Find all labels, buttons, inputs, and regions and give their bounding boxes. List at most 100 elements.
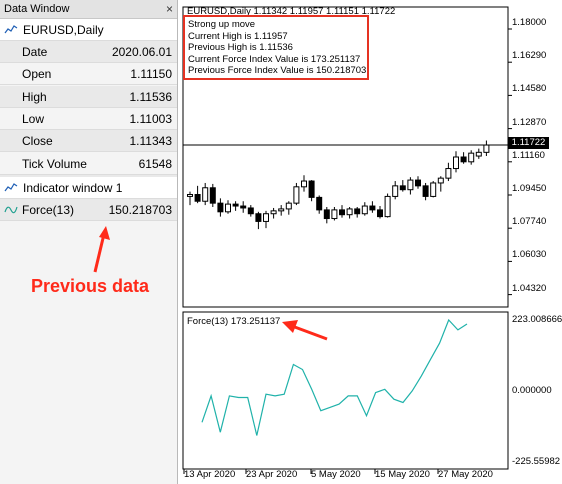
candle-bear [323, 209, 330, 220]
candle-bear [460, 156, 467, 163]
candle-bear [232, 203, 239, 207]
candle-bull [430, 182, 437, 197]
price-axis-label: 1.04320 [512, 282, 547, 294]
force-index-icon [4, 206, 18, 214]
price-axis-label: 1.14580 [512, 83, 547, 95]
price-axis-label: 1.11160 [512, 149, 545, 161]
close-icon[interactable]: × [165, 2, 173, 16]
candle-bull [263, 213, 269, 222]
price-axis-label: 1.06030 [512, 249, 547, 261]
data-row-close[interactable]: Close 1.11343 [0, 130, 177, 153]
current-price-tag: 1.11722 [508, 137, 549, 149]
comment-box: Strong up move Current High is 1.11957 P… [183, 15, 369, 80]
data-row-open[interactable]: Open 1.11150 [0, 63, 177, 86]
row-value: 1.11536 [129, 89, 173, 104]
annotation-arrow [93, 226, 110, 273]
row-value: 1.11343 [129, 134, 173, 149]
date-label: 5 May 2020 [311, 469, 361, 480]
row-value: 1.11150 [130, 67, 172, 82]
comment-line: Current High is 1.11957 [188, 30, 288, 42]
price-axis-label: 1.09450 [512, 183, 547, 194]
data-window: Data Window × EURUSD,Daily Date 2020.06.0… [0, 0, 178, 484]
candle-bear [209, 187, 216, 204]
symbol-header-row[interactable]: EURUSD,Daily [0, 19, 177, 41]
row-value: 61548 [138, 156, 172, 171]
indicator-value: 150.218703 [108, 203, 172, 217]
candle-bull [301, 180, 307, 188]
candle-bear [217, 202, 224, 213]
data-row-date[interactable]: Date 2020.06.01 [0, 41, 177, 63]
candle-bull [202, 187, 209, 202]
force-axis-min: -225.55982 [512, 456, 561, 467]
date-label: 27 May 2020 [438, 469, 493, 480]
candle-bear [399, 185, 406, 191]
candle-bull [270, 210, 277, 215]
data-row-tick-volume[interactable]: Tick Volume 61548 [0, 153, 177, 175]
candle-bull [392, 185, 399, 197]
candle-bear [354, 208, 361, 215]
indicator-value-row[interactable]: Force(13) 150.218703 [0, 199, 177, 221]
annotation-text: Previous data [31, 276, 150, 296]
candle-bull [437, 177, 444, 184]
row-value: 1.11003 [129, 111, 173, 126]
chart-line-icon [4, 25, 18, 34]
annotation-arrow-force [282, 320, 328, 341]
row-label: Date [22, 45, 48, 59]
row-label: Tick Volume [22, 156, 87, 171]
candle-bear [247, 207, 254, 215]
candle-bull [361, 205, 368, 215]
candle-bear [240, 205, 247, 209]
force-axis-zero: 0.000000 [512, 385, 552, 396]
data-row-high[interactable]: High 1.11536 [0, 85, 177, 108]
row-label: High [22, 89, 47, 104]
row-label: Open [22, 67, 52, 82]
row-label: Low [22, 111, 45, 126]
price-axis-label: 1.12870 [512, 116, 547, 128]
candle-bear [339, 209, 345, 216]
candle-bull [468, 152, 475, 163]
comment-line: Previous High is 1.11536 [188, 42, 293, 54]
date-axis-ticks [183, 469, 439, 474]
candle-bull [278, 208, 285, 212]
candle-bull [187, 194, 193, 197]
candle-bear [255, 213, 262, 222]
row-value: 2020.06.01 [111, 45, 172, 59]
candle-bear [415, 179, 421, 187]
candle-bear [369, 205, 376, 211]
force-index-line [201, 318, 468, 436]
data-row-low[interactable]: Low 1.11003 [0, 108, 177, 130]
force-index-label: Force(13) 173.251137 [187, 316, 281, 327]
candle-bull [293, 186, 300, 204]
candle-bull [225, 203, 231, 213]
price-axis-label: 1.16290 [512, 50, 547, 62]
candle-bull [475, 151, 482, 157]
candle-bear [422, 185, 429, 197]
candle-bull [346, 208, 353, 216]
candle-bull [453, 156, 459, 170]
candle-bull [445, 168, 452, 179]
candle-bear [194, 194, 201, 202]
price-axis-ticks [508, 28, 512, 296]
date-label: 23 Apr 2020 [246, 469, 298, 480]
indicator-header-row[interactable]: Indicator window 1 [0, 177, 177, 199]
row-label: Close [22, 134, 53, 149]
candle-bear [316, 196, 323, 211]
comment-line: Current Force Index Value is 173.251137 [188, 53, 361, 65]
price-axis-label: 1.18000 [512, 17, 547, 28]
date-label: 13 Apr 2020 [184, 469, 236, 480]
candle-bull [483, 144, 490, 153]
data-window-titlebar: Data Window × [0, 0, 177, 19]
chart-line-icon [4, 183, 18, 192]
indicator-header-label: Indicator window 1 [23, 181, 123, 195]
candle-bull [331, 209, 338, 220]
date-label: 15 May 2020 [375, 469, 430, 480]
chart-symbol-label: EURUSD,Daily 1.11342 1.11957 1.11151 1.1… [187, 6, 396, 17]
data-window-title: Data Window [4, 3, 70, 15]
candle-bull [285, 202, 292, 210]
symbol-header-label: EURUSD,Daily [23, 23, 104, 37]
candle-bear [377, 209, 383, 218]
candle-bear [308, 180, 315, 198]
candle-bull [384, 195, 391, 218]
comment-line: Strong up move [188, 19, 256, 30]
force-axis-max: 223.008666 [512, 314, 562, 325]
